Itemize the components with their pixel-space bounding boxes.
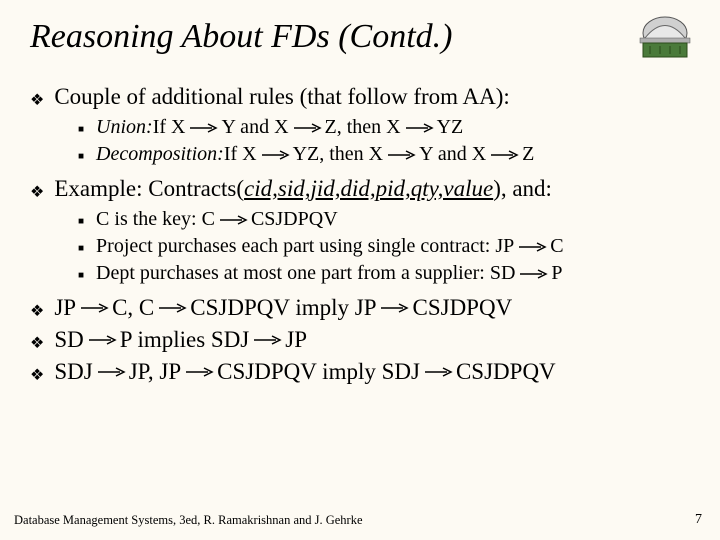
text-decomposition: Decomposition: If X YZ, then X Y and X Z — [96, 143, 534, 166]
footer-text: Database Management Systems, 3ed, R. Ram… — [14, 513, 363, 528]
text-example: Example: Contracts( cid,sid,jid,did,pid,… — [54, 176, 552, 202]
arrow-icon — [79, 301, 109, 315]
t: Project purchases each part using single… — [96, 235, 514, 258]
slide-title: Reasoning About FDs (Contd.) — [30, 18, 690, 56]
t: C — [550, 235, 563, 258]
arrow-icon — [386, 148, 416, 162]
t: CSJDPQV — [456, 359, 556, 385]
text-imply1: JP C, C CSJDPQV imply JP CSJDPQV — [54, 295, 512, 321]
decomp-label: Decomposition: — [96, 143, 224, 166]
t: Dept purchases at most one part from a s… — [96, 262, 515, 285]
text-dept: Dept purchases at most one part from a s… — [96, 262, 562, 285]
bullet-imply2: ❖ SD P implies SDJ JP — [30, 327, 690, 353]
arrow-icon — [87, 333, 117, 347]
arrow-icon — [489, 148, 519, 162]
arrow-icon — [96, 365, 126, 379]
t: Z, then X — [325, 116, 401, 139]
bullet-example: ❖ Example: Contracts( cid,sid,jid,did,pi… — [30, 176, 690, 202]
square-bullet-icon: ■ — [78, 243, 84, 254]
page-number: 7 — [695, 512, 702, 528]
t: If X — [153, 116, 186, 139]
arrow-icon — [423, 365, 453, 379]
t: SDJ — [54, 359, 92, 385]
t: CSJDPQV imply SDJ — [217, 359, 420, 385]
bullet-rules: ❖ Couple of additional rules (that follo… — [30, 84, 690, 110]
bullet-key: ■ C is the key: C CSJDPQV — [78, 208, 690, 231]
t: YZ — [437, 116, 464, 139]
text-imply2: SD P implies SDJ JP — [54, 327, 307, 353]
t: ), and: — [493, 176, 552, 202]
text-project: Project purchases each part using single… — [96, 235, 564, 258]
arrow-icon — [518, 267, 548, 281]
diamond-bullet-icon: ❖ — [30, 365, 44, 385]
contracts-schema: cid,sid,jid,did,pid,qty,value — [244, 176, 493, 202]
bullet-dept: ■ Dept purchases at most one part from a… — [78, 262, 690, 285]
union-label: Union: — [96, 116, 153, 139]
helmet-icon — [630, 8, 700, 63]
arrow-icon — [188, 121, 218, 135]
t: Example: Contracts( — [54, 176, 244, 202]
t: C is the key: C — [96, 208, 215, 231]
t: Y and X — [221, 116, 288, 139]
t: C, C — [112, 295, 154, 321]
t: P implies SDJ — [120, 327, 250, 353]
diamond-bullet-icon: ❖ — [30, 182, 44, 202]
t: Y and X — [419, 143, 486, 166]
arrow-icon — [260, 148, 290, 162]
text-imply3: SDJ JP, JP CSJDPQV imply SDJ CSJDPQV — [54, 359, 555, 385]
t: JP, JP — [129, 359, 181, 385]
square-bullet-icon: ■ — [78, 270, 84, 281]
text-union: Union: If X Y and X Z, then X YZ — [96, 116, 463, 139]
t: SD — [54, 327, 83, 353]
square-bullet-icon: ■ — [78, 124, 84, 135]
arrow-icon — [517, 240, 547, 254]
arrow-icon — [218, 213, 248, 227]
slide-content: Reasoning About FDs (Contd.) ❖ Couple of… — [0, 0, 720, 385]
bullet-union: ■ Union: If X Y and X Z, then X YZ — [78, 116, 690, 139]
arrow-icon — [404, 121, 434, 135]
t: CSJDPQV — [412, 295, 512, 321]
arrow-icon — [157, 301, 187, 315]
arrow-icon — [379, 301, 409, 315]
bullet-imply3: ❖ SDJ JP, JP CSJDPQV imply SDJ CSJDPQV — [30, 359, 690, 385]
arrow-icon — [184, 365, 214, 379]
arrow-icon — [252, 333, 282, 347]
text-rules: Couple of additional rules (that follow … — [54, 84, 509, 110]
square-bullet-icon: ■ — [78, 151, 84, 162]
bullet-project: ■ Project purchases each part using sing… — [78, 235, 690, 258]
t: YZ, then X — [293, 143, 384, 166]
t: CSJDPQV imply JP — [190, 295, 376, 321]
text-key: C is the key: C CSJDPQV — [96, 208, 338, 231]
t: Z — [522, 143, 534, 166]
t: P — [551, 262, 562, 285]
square-bullet-icon: ■ — [78, 216, 84, 227]
t: CSJDPQV — [251, 208, 338, 231]
t: JP — [285, 327, 307, 353]
diamond-bullet-icon: ❖ — [30, 90, 44, 110]
arrow-icon — [292, 121, 322, 135]
bullet-decomposition: ■ Decomposition: If X YZ, then X Y and X… — [78, 143, 690, 166]
bullet-imply1: ❖ JP C, C CSJDPQV imply JP CSJDPQV — [30, 295, 690, 321]
diamond-bullet-icon: ❖ — [30, 333, 44, 353]
t: If X — [224, 143, 257, 166]
diamond-bullet-icon: ❖ — [30, 301, 44, 321]
t: JP — [54, 295, 76, 321]
